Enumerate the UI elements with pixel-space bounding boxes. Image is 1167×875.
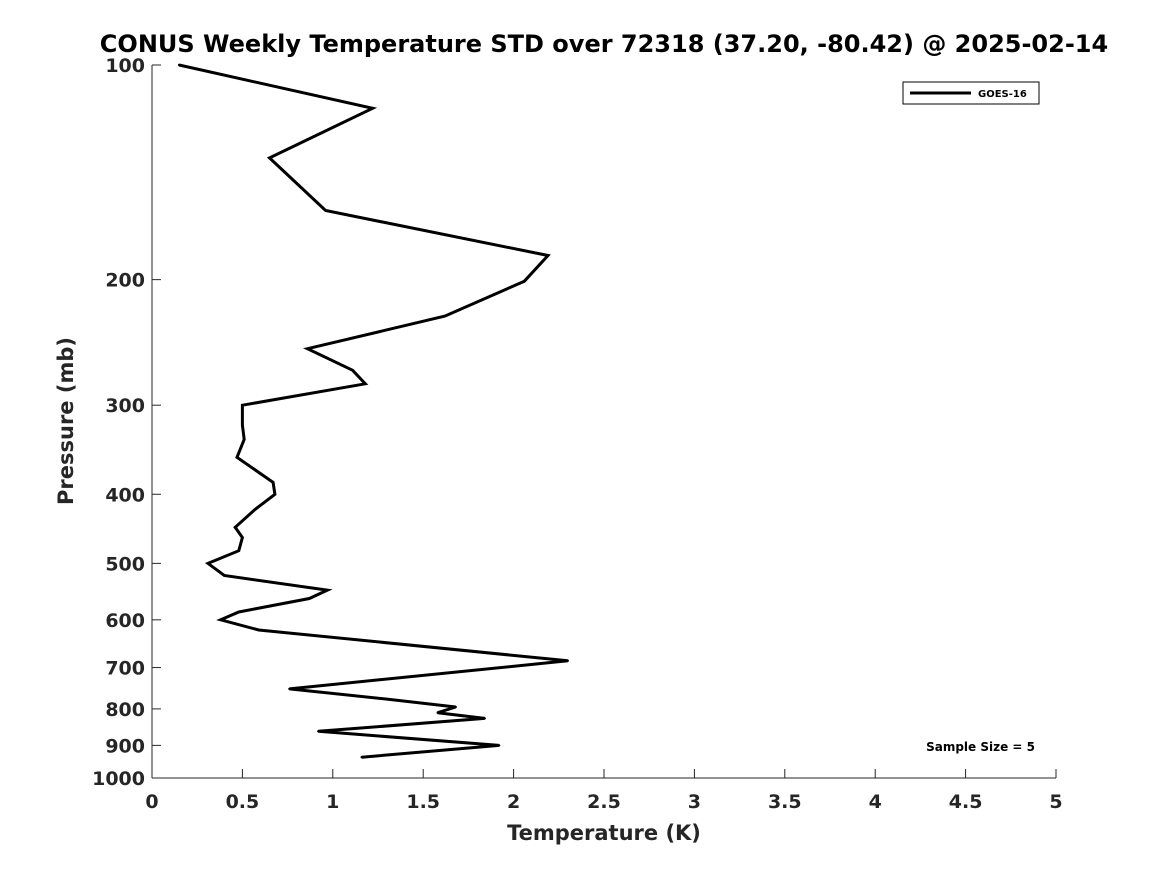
- data-point: [360, 756, 363, 759]
- x-tick-label: 0: [145, 791, 158, 813]
- data-point: [177, 63, 181, 67]
- data-point: [206, 562, 210, 565]
- x-axis-ticks: 0 0.5 1 1.5 2 2.5 3 3.5 4 4.5 5: [145, 769, 1063, 813]
- y-tick-label: 400: [105, 484, 145, 506]
- y-tick-label: 500: [105, 553, 145, 575]
- y-axis-ticks: 100 200 300 400 500 600 700 800 900 1000: [92, 55, 161, 790]
- x-tick-label: 2: [507, 791, 520, 813]
- data-point: [566, 659, 569, 662]
- data-point: [243, 438, 246, 441]
- data-point: [443, 314, 447, 318]
- legend: GOES-16: [902, 81, 1040, 105]
- y-tick-label: 700: [105, 658, 145, 680]
- x-tick-label: 0.5: [226, 791, 260, 813]
- data-point: [523, 280, 526, 283]
- data-point: [436, 711, 439, 714]
- legend-label-goes16: GOES-16: [978, 89, 1027, 100]
- data-point: [288, 687, 291, 691]
- x-tick-label: 1.5: [406, 791, 440, 813]
- data-point: [235, 456, 239, 459]
- data-point: [351, 369, 354, 372]
- y-tick-label: 1000: [92, 768, 145, 790]
- data-point: [273, 493, 277, 496]
- y-tick-label: 900: [105, 735, 145, 757]
- x-tick-label: 4: [869, 791, 882, 813]
- y-axis-label: Pressure (mb): [54, 337, 78, 505]
- chart-title: CONUS Weekly Temperature STD over 72318 …: [100, 30, 1108, 58]
- data-point: [483, 717, 486, 720]
- sample-size-annotation: Sample Size = 5: [926, 740, 1035, 754]
- data-point: [364, 382, 367, 385]
- series-layer: [177, 63, 569, 759]
- data-point: [268, 156, 271, 160]
- y-tick-label: 100: [105, 55, 145, 77]
- data-point: [241, 536, 244, 539]
- y-tick-label: 800: [105, 699, 145, 721]
- data-point: [385, 697, 389, 701]
- x-tick-label: 5: [1049, 791, 1062, 813]
- data-point: [219, 618, 222, 621]
- data-point: [317, 730, 320, 733]
- data-point: [308, 597, 311, 600]
- data-point: [306, 347, 309, 350]
- x-tick-label: 3: [688, 791, 701, 813]
- data-point: [237, 610, 240, 614]
- data-point: [253, 508, 257, 511]
- series-line-goes-16: [178, 63, 568, 759]
- y-tick-label: 600: [105, 610, 145, 632]
- x-axis-label: Temperature (K): [507, 821, 701, 845]
- data-point: [497, 744, 501, 747]
- x-tick-label: 2.5: [587, 791, 621, 813]
- data-point: [326, 588, 329, 592]
- data-point: [234, 526, 237, 529]
- data-point: [223, 574, 226, 577]
- y-tick-label: 300: [105, 395, 145, 417]
- x-tick-label: 4.5: [949, 791, 983, 813]
- data-point: [241, 404, 244, 407]
- data-point: [546, 254, 550, 257]
- y-tick-label: 200: [105, 270, 145, 292]
- data-point: [237, 549, 240, 552]
- data-point: [257, 628, 260, 632]
- data-point: [371, 107, 374, 110]
- data-point: [324, 209, 327, 212]
- x-tick-label: 3.5: [768, 791, 802, 813]
- data-point: [271, 481, 275, 484]
- data-point: [454, 705, 457, 709]
- data-point: [241, 424, 244, 427]
- x-tick-label: 1: [326, 791, 339, 813]
